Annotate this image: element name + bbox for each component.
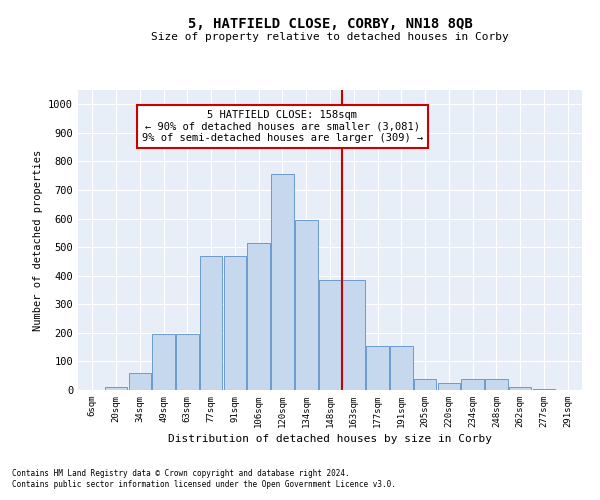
Bar bbox=[128, 373, 151, 390]
Bar bbox=[295, 220, 317, 390]
Bar bbox=[271, 174, 294, 390]
X-axis label: Distribution of detached houses by size in Corby: Distribution of detached houses by size … bbox=[168, 434, 492, 444]
Bar bbox=[390, 346, 413, 390]
Bar bbox=[414, 378, 436, 390]
Bar bbox=[485, 378, 508, 390]
Text: 5, HATFIELD CLOSE, CORBY, NN18 8QB: 5, HATFIELD CLOSE, CORBY, NN18 8QB bbox=[188, 18, 472, 32]
Text: Contains public sector information licensed under the Open Government Licence v3: Contains public sector information licen… bbox=[12, 480, 396, 489]
Bar bbox=[461, 378, 484, 390]
Bar bbox=[105, 386, 127, 390]
Bar bbox=[509, 387, 532, 390]
Bar bbox=[224, 256, 246, 390]
Text: Size of property relative to detached houses in Corby: Size of property relative to detached ho… bbox=[151, 32, 509, 42]
Bar bbox=[319, 280, 341, 390]
Bar bbox=[343, 280, 365, 390]
Bar bbox=[366, 346, 389, 390]
Text: 5 HATFIELD CLOSE: 158sqm
← 90% of detached houses are smaller (3,081)
9% of semi: 5 HATFIELD CLOSE: 158sqm ← 90% of detach… bbox=[142, 110, 423, 143]
Bar bbox=[247, 243, 270, 390]
Text: Contains HM Land Registry data © Crown copyright and database right 2024.: Contains HM Land Registry data © Crown c… bbox=[12, 468, 350, 477]
Bar bbox=[152, 334, 175, 390]
Bar bbox=[176, 334, 199, 390]
Bar bbox=[200, 256, 223, 390]
Bar bbox=[533, 388, 555, 390]
Y-axis label: Number of detached properties: Number of detached properties bbox=[32, 150, 43, 330]
Bar bbox=[437, 383, 460, 390]
